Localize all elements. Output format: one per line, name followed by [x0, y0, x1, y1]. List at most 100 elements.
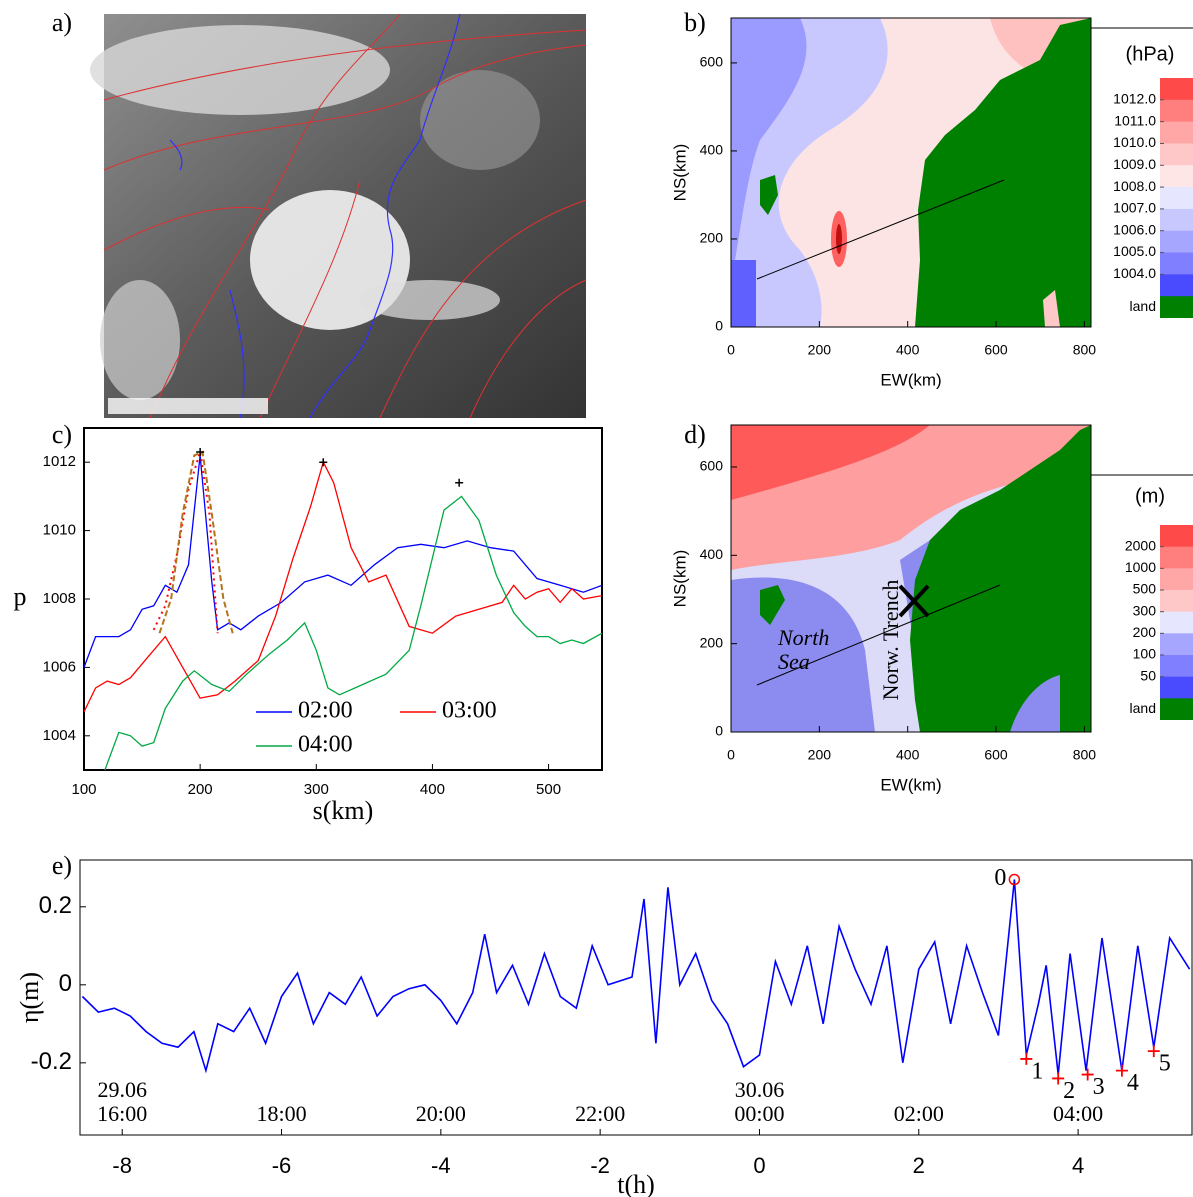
bathymetry-map: [731, 425, 1091, 732]
colorbar-label: 200: [1133, 624, 1157, 640]
plot-frame: [730, 424, 1092, 733]
colorbar-label: 500: [1133, 581, 1157, 597]
x-tick-label: -2: [590, 1153, 610, 1178]
event-label: 3: [1093, 1074, 1105, 1100]
colorbar-label: 1004.0: [1113, 265, 1156, 281]
colorbar-label: 300: [1133, 602, 1157, 618]
peak-marker: [196, 447, 205, 456]
x-axis-label: EW(km): [880, 370, 941, 389]
x-tick-label: -8: [112, 1153, 132, 1178]
x-tick-label: 400: [896, 747, 920, 763]
panel-label: b): [684, 8, 706, 37]
colorbar-label: 1012.0: [1113, 91, 1156, 107]
event-marker: [1052, 1072, 1065, 1085]
colorbar-land: [1160, 698, 1193, 720]
x-tick-label: 4: [1072, 1153, 1084, 1178]
colorbar-label: 1009.0: [1113, 156, 1156, 172]
event-marker: [1115, 1064, 1128, 1077]
event-marker: [1008, 873, 1021, 886]
event-label: 2: [1063, 1078, 1075, 1104]
plot-frame: [79, 859, 1193, 1136]
colorbar-label: 1011.0: [1114, 112, 1156, 128]
colorbar-bin: [1160, 525, 1193, 548]
series-line: [104, 495, 602, 770]
colorbar-label: 1007.0: [1113, 200, 1156, 216]
colorbar-label: 1008.0: [1113, 178, 1156, 194]
panel-label: c): [52, 420, 72, 449]
y-tick-label: 200: [700, 634, 724, 650]
event-label: 1: [1031, 1058, 1043, 1084]
y-tick-label: 1010: [43, 522, 76, 539]
y-tick-label: 0: [715, 723, 723, 739]
event-label: 5: [1159, 1051, 1171, 1077]
y-axis-label: p: [14, 582, 27, 611]
colorbar-bin: [1160, 568, 1193, 591]
colorbar-bin: [1160, 187, 1193, 210]
x-tick-label: 200: [188, 781, 213, 798]
x-tick-label: -4: [431, 1153, 451, 1178]
colorbar-bin: [1160, 165, 1193, 188]
time-label: 22:00: [575, 1101, 625, 1126]
satellite-image: [90, 13, 587, 419]
y-tick-label: 200: [700, 230, 724, 246]
series-line: [158, 450, 234, 634]
y-tick-label: 600: [700, 458, 724, 474]
colorbar-bin: [1160, 655, 1193, 678]
x-tick-label: 2: [913, 1153, 925, 1178]
date-label: 29.06: [97, 1077, 147, 1102]
y-tick-label: 1004: [43, 727, 76, 744]
peak-marker: [319, 458, 328, 467]
x-tick-label: 100: [71, 781, 96, 798]
panel-label: e): [52, 851, 72, 880]
time-label: 20:00: [416, 1101, 466, 1126]
series-line: [152, 451, 219, 634]
panel-label: a): [52, 8, 72, 37]
y-tick-label: 0: [59, 970, 72, 997]
map-annotation: North: [777, 625, 829, 650]
colorbar-label: 50: [1140, 667, 1156, 683]
event-label: 0: [994, 865, 1006, 891]
pressure-map: [731, 18, 1091, 327]
legend-label: 04:00: [298, 732, 353, 758]
colorbar-title: (m): [1135, 485, 1165, 507]
x-tick-label: 500: [536, 781, 561, 798]
x-tick-label: 0: [727, 747, 735, 763]
colorbar-land-label: land: [1130, 298, 1156, 314]
series-line: [84, 460, 602, 713]
time-label: 00:00: [734, 1101, 784, 1126]
series-line: [81, 879, 1191, 1075]
y-tick-label: 0: [715, 318, 723, 334]
colorbar-bin: [1160, 143, 1193, 166]
colorbar-bin: [1160, 611, 1193, 634]
event-marker: [1147, 1045, 1160, 1058]
x-tick-label: 800: [1073, 342, 1097, 358]
colorbar-bin: [1160, 230, 1193, 254]
x-tick-label: 800: [1073, 747, 1097, 763]
plot-frame: [730, 17, 1092, 328]
y-tick-label: -0.2: [31, 1048, 72, 1075]
colorbar-bin: [1160, 274, 1193, 297]
colorbar-bin: [1160, 121, 1193, 144]
colorbar-bin: [1160, 208, 1193, 232]
colorbar-label: 1000: [1125, 559, 1156, 575]
x-tick-label: 300: [304, 781, 329, 798]
x-axis-label: EW(km): [880, 775, 941, 794]
x-tick-label: 200: [808, 747, 832, 763]
colorbar-bin: [1160, 546, 1193, 569]
panel-label: d): [684, 420, 706, 449]
colorbar-label: 1005.0: [1113, 243, 1156, 259]
colorbar-bin: [1160, 633, 1193, 656]
series-line: [84, 455, 602, 668]
x-axis-label: s(km): [313, 796, 374, 825]
colorbar-bin: [1160, 590, 1193, 613]
time-label: 18:00: [256, 1101, 306, 1126]
x-tick-label: 0: [753, 1153, 765, 1178]
colorbar-title: (hPa): [1126, 43, 1175, 65]
y-tick-label: 400: [700, 546, 724, 562]
event-marker: [1020, 1052, 1033, 1065]
colorbar-label: 100: [1133, 646, 1157, 662]
x-tick-label: 600: [984, 747, 1008, 763]
y-axis-label: η(m): [15, 972, 44, 1023]
